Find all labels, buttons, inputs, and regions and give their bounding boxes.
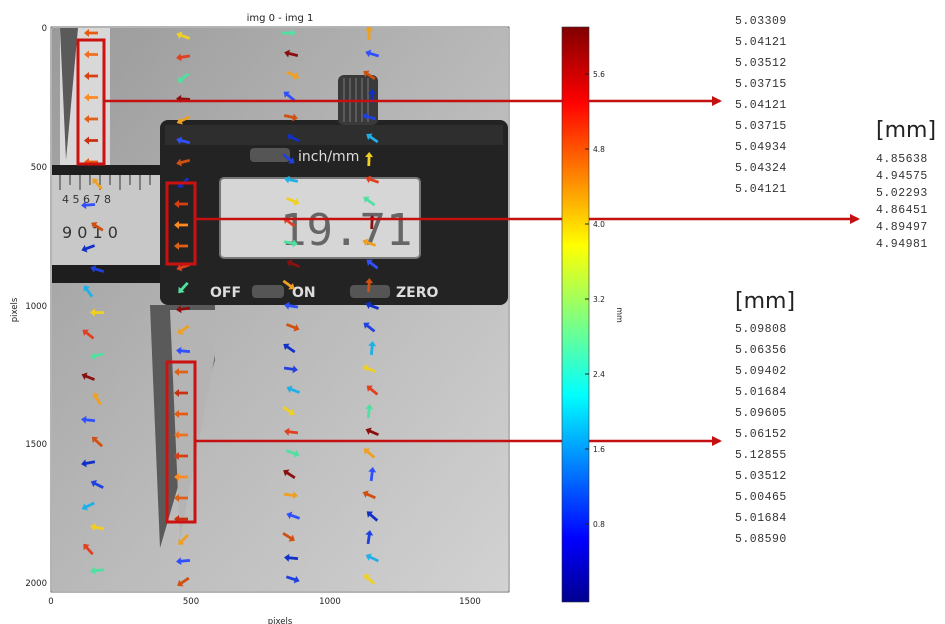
x-tick-label: 1000 xyxy=(319,597,341,607)
measurement-value: 5.00465 xyxy=(735,487,795,508)
colorbar-tick-label: 1.6 xyxy=(593,445,605,454)
measurement-value: 5.01684 xyxy=(735,508,795,529)
y-tick-label: 1000 xyxy=(25,302,47,312)
measurement-value: 5.03512 xyxy=(735,466,795,487)
y-axis: 0 500 1000 1500 2000 xyxy=(25,24,47,589)
column-upper-values: 5.03309 5.04121 5.03512 5.03715 5.04121 5.037… xyxy=(735,11,787,200)
y-tick-label: 1500 xyxy=(25,440,47,450)
column-unit-header: [mm] xyxy=(735,289,795,314)
measurement-value: 5.03512 xyxy=(735,53,787,74)
colorbar xyxy=(562,27,589,602)
measurement-value: 5.04121 xyxy=(735,95,787,116)
measurement-value: 5.03715 xyxy=(735,116,787,137)
column-middle: [mm] 4.85638 4.94575 5.02293 4.86451 4.89497… xyxy=(876,118,936,245)
caliper-photo: 4 5 6 7 8 9 0 1 0 inch/mm 19.71 OFF ON Z… xyxy=(52,28,508,591)
x-axis: 0 500 1000 1500 xyxy=(48,597,481,607)
y-axis-label: pixels xyxy=(10,297,20,322)
measurement-value: 5.01684 xyxy=(735,382,795,403)
x-tick-label: 500 xyxy=(183,597,199,607)
measurement-value: 4.94981 xyxy=(876,236,936,253)
colorbar-tick-label: 3.2 xyxy=(593,295,605,304)
measurement-value: 4.94575 xyxy=(876,168,936,185)
colorbar-tick-label: 4.0 xyxy=(593,220,605,229)
colorbar-tick-label: 5.6 xyxy=(593,70,605,79)
ruler-scale-bottom: 9 0 1 0 xyxy=(62,223,118,242)
measurement-value: 5.04324 xyxy=(735,158,787,179)
colorbar-tick-label: 0.8 xyxy=(593,520,605,529)
x-axis-label: pixels xyxy=(268,617,293,624)
y-tick-label: 500 xyxy=(31,163,47,173)
measurement-value: 4.85638 xyxy=(876,151,936,168)
colorbar-tick-label: 2.4 xyxy=(593,370,605,379)
measurement-value: 5.09605 xyxy=(735,403,795,424)
measurement-value: 5.06152 xyxy=(735,424,795,445)
measurement-value: 5.04121 xyxy=(735,32,787,53)
measurement-value: 5.09402 xyxy=(735,361,795,382)
zero-label: ZERO xyxy=(396,285,438,301)
column-lower: [mm] 5.09808 5.06356 5.09402 5.01684 5.09605… xyxy=(735,289,795,545)
measurement-value: 5.12855 xyxy=(735,445,795,466)
colorbar-tick-label: 4.8 xyxy=(593,145,605,154)
on-label: ON xyxy=(292,285,316,301)
measurement-value: 4.89497 xyxy=(876,219,936,236)
measurement-value: 5.06356 xyxy=(735,340,795,361)
measurement-value: 5.04121 xyxy=(735,179,787,200)
column-unit-header: [mm] xyxy=(876,118,936,143)
measurement-value: 5.08590 xyxy=(735,529,795,550)
lcd-readout: 19.71 xyxy=(280,205,412,256)
off-label: OFF xyxy=(210,285,241,301)
measurement-value: 5.09808 xyxy=(735,319,795,340)
y-tick-label: 0 xyxy=(42,24,47,34)
measurement-value: 5.03309 xyxy=(735,11,787,32)
plot-title: img 0 - img 1 xyxy=(247,13,314,24)
colorbar-label: mm xyxy=(615,307,624,323)
x-tick-label: 0 xyxy=(48,597,53,607)
inch-mm-label: inch/mm xyxy=(298,149,359,165)
measurement-value: 5.03715 xyxy=(735,74,787,95)
y-tick-label: 2000 xyxy=(25,579,47,589)
measurement-value: 5.04934 xyxy=(735,137,787,158)
x-tick-label: 1500 xyxy=(459,597,481,607)
measurement-value: 5.02293 xyxy=(876,185,936,202)
measurement-value: 4.86451 xyxy=(876,202,936,219)
